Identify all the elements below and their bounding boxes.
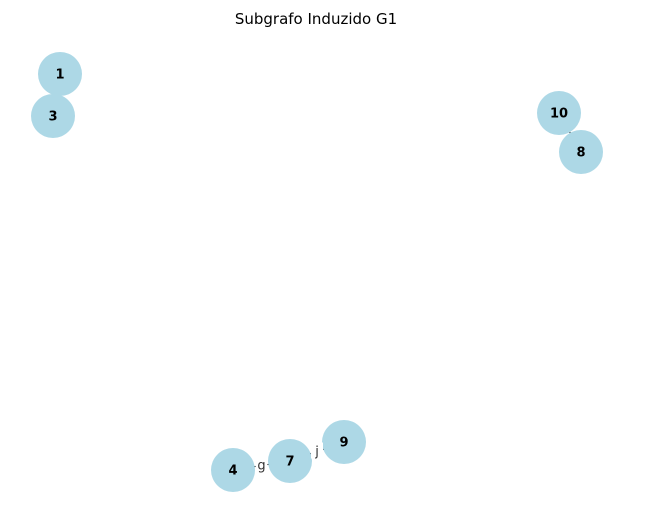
node-circle: [38, 52, 82, 96]
node-label: 4: [228, 464, 237, 479]
node-1: 1: [38, 52, 82, 96]
edge-label-background: [255, 456, 268, 473]
node-circle: [537, 91, 581, 135]
edge-label-7-9: j: [314, 445, 319, 460]
node-10: 10: [537, 91, 581, 135]
edges-layer: [52, 73, 582, 471]
node-label: 1: [55, 68, 64, 83]
node-label: 7: [285, 455, 294, 470]
node-7: 7: [268, 439, 312, 483]
edge-labels-layer: gj: [255, 442, 323, 474]
node-3: 3: [31, 94, 75, 138]
nodes-layer: 1 3 10 8 4 7 9: [31, 52, 603, 492]
node-9: 9: [322, 420, 366, 464]
node-label: 9: [339, 436, 348, 451]
node-label: 10: [550, 107, 568, 122]
node-circle: [322, 420, 366, 464]
node-circle: [211, 448, 255, 492]
node-label: 8: [576, 146, 585, 161]
node-label: 3: [48, 110, 57, 125]
edge-label-background: [311, 442, 323, 459]
node-8: 8: [559, 130, 603, 174]
node-4: 4: [211, 448, 255, 492]
node-circle: [268, 439, 312, 483]
graph-title: Subgrafo Induzido G1: [235, 10, 397, 28]
node-circle: [559, 130, 603, 174]
node-circle: [31, 94, 75, 138]
edge-label-4-7: g: [257, 459, 265, 474]
